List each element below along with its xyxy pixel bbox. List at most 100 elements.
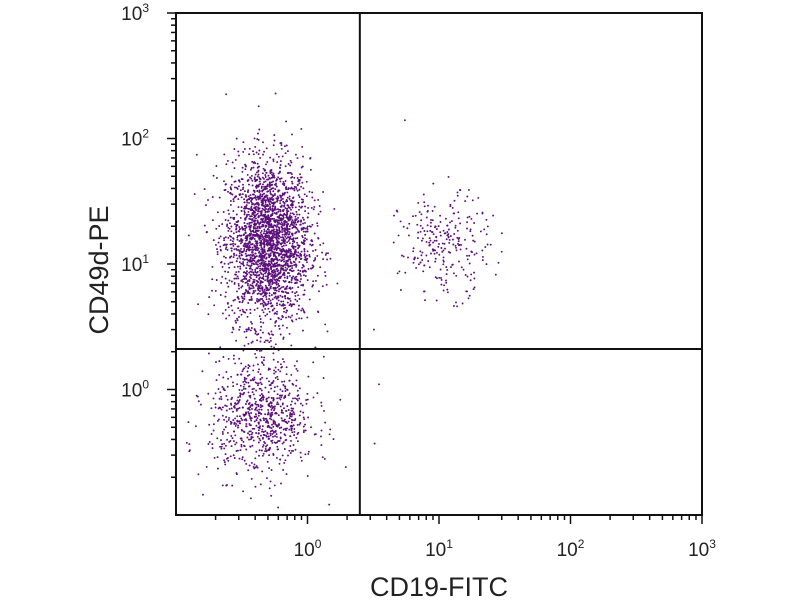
data-point (244, 403, 247, 405)
data-point (285, 228, 288, 230)
data-point (268, 402, 271, 405)
data-point (231, 161, 234, 164)
data-point (460, 266, 463, 269)
data-point (421, 227, 424, 230)
data-point (283, 184, 286, 187)
data-point (215, 379, 218, 382)
data-point (280, 286, 283, 289)
data-point (302, 425, 305, 428)
data-point (304, 205, 307, 208)
data-point (223, 237, 226, 240)
data-point (258, 408, 261, 411)
data-point (279, 167, 281, 169)
data-point (277, 424, 280, 427)
data-point (290, 415, 293, 418)
data-point (248, 433, 251, 436)
data-point (243, 201, 246, 204)
data-point (266, 287, 269, 289)
data-point (245, 462, 248, 465)
data-point (264, 307, 267, 310)
data-point (262, 273, 265, 276)
data-point (280, 205, 283, 208)
data-point (407, 256, 409, 259)
data-point (466, 221, 469, 224)
data-point (234, 319, 237, 322)
data-point (324, 274, 327, 277)
data-point (291, 227, 294, 229)
data-point (283, 407, 285, 410)
data-point (262, 396, 265, 399)
data-point (272, 198, 275, 201)
data-point (298, 261, 301, 263)
data-point (243, 271, 246, 274)
data-point (270, 387, 273, 390)
data-point (297, 294, 300, 297)
data-point (224, 404, 227, 407)
data-point (275, 179, 278, 182)
data-point (399, 289, 402, 291)
data-point (323, 457, 326, 460)
data-point (272, 409, 275, 412)
data-point (326, 330, 329, 333)
data-point (300, 317, 303, 320)
data-point (253, 328, 256, 331)
data-point (273, 252, 275, 255)
data-point (286, 275, 289, 278)
data-point (261, 281, 264, 284)
data-point (268, 262, 271, 265)
data-point (254, 408, 257, 411)
data-point (296, 244, 299, 247)
data-point (272, 240, 275, 243)
data-point (257, 235, 259, 238)
data-point (266, 477, 268, 480)
data-point (262, 254, 264, 257)
data-point (248, 244, 251, 247)
data-point (264, 442, 267, 445)
data-point (282, 244, 285, 247)
data-point (256, 234, 259, 237)
data-point (271, 413, 274, 416)
data-point (282, 291, 285, 293)
data-point (299, 270, 302, 272)
data-point (268, 279, 271, 282)
data-point (260, 272, 263, 275)
data-point (260, 248, 263, 251)
data-point (226, 301, 229, 304)
data-point (236, 449, 239, 452)
data-point (456, 191, 459, 194)
data-point (264, 224, 267, 227)
data-point (254, 289, 257, 292)
data-point (218, 373, 221, 376)
data-point (244, 252, 247, 255)
data-point (195, 153, 198, 156)
data-point (275, 264, 278, 267)
data-point (234, 417, 237, 420)
data-point (475, 252, 478, 255)
data-point (483, 228, 486, 231)
data-point (253, 238, 256, 240)
data-point (282, 336, 285, 339)
data-point (231, 381, 234, 384)
data-point (275, 153, 278, 156)
data-point (247, 291, 250, 294)
data-point (234, 298, 236, 301)
data-point (290, 400, 293, 403)
data-point (279, 294, 282, 297)
data-point (231, 484, 234, 487)
data-point (248, 246, 251, 249)
data-point (272, 209, 275, 212)
data-point (256, 242, 259, 245)
data-point (445, 266, 448, 269)
data-point (244, 168, 247, 171)
data-point (442, 289, 445, 292)
data-point (275, 289, 278, 292)
data-point (256, 466, 259, 469)
data-point (243, 190, 246, 193)
data-point (427, 260, 430, 262)
data-point (445, 238, 448, 241)
data-point (468, 294, 471, 297)
data-point (236, 399, 239, 402)
data-point (276, 223, 279, 226)
data-point (249, 287, 252, 290)
data-point (207, 313, 210, 316)
